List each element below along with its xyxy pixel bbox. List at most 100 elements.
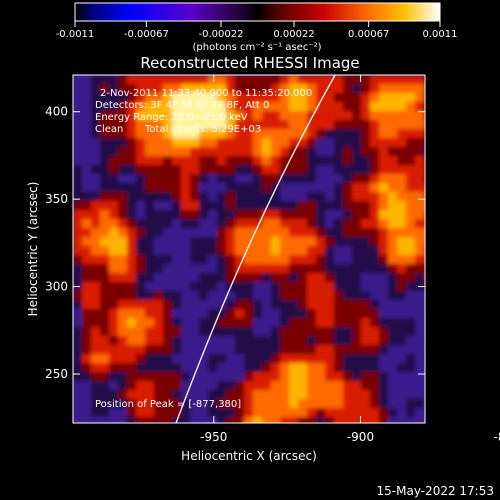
emission-pixel [334, 327, 344, 337]
emission-pixel [145, 291, 155, 301]
emission-pixel [352, 327, 362, 337]
emission-pixel [217, 336, 227, 346]
emission-pixel [163, 345, 173, 355]
emission-pixel [73, 318, 83, 328]
emission-pixel [154, 336, 164, 346]
colorbar: -0.0011 -0.00067 -0.00022 0.00022 0.00067 0.0… [56, 2, 458, 53]
emission-pixel [100, 327, 110, 337]
emission-pixel [91, 327, 101, 337]
emission-pixel [298, 390, 308, 400]
emission-pixel [316, 372, 326, 382]
emission-pixel [154, 300, 164, 310]
emission-pixel [370, 390, 380, 400]
emission-pixel [163, 408, 173, 418]
emission-pixel [100, 201, 110, 211]
emission-pixel [271, 345, 281, 355]
emission-pixel [316, 165, 326, 175]
emission-pixel [199, 282, 209, 292]
emission-pixel [370, 264, 380, 274]
emission-pixel [235, 147, 245, 157]
emission-pixel [100, 237, 110, 247]
emission-pixel [280, 210, 290, 220]
emission-pixel [352, 255, 362, 265]
emission-pixel [397, 408, 407, 418]
emission-pixel [118, 174, 128, 184]
emission-pixel [91, 84, 101, 94]
emission-pixel [334, 192, 344, 202]
emission-pixel [235, 264, 245, 274]
emission-pixel [82, 282, 92, 292]
emission-pixel [298, 417, 308, 423]
emission-pixel [109, 345, 119, 355]
emission-pixel [289, 246, 299, 256]
emission-pixel [73, 102, 83, 112]
emission-pixel [118, 363, 128, 373]
emission-pixel [289, 282, 299, 292]
emission-pixel [415, 192, 425, 202]
emission-pixel [361, 165, 371, 175]
emission-pixel [172, 192, 182, 202]
emission-pixel [325, 102, 335, 112]
emission-pixel [226, 228, 236, 238]
emission-pixel [235, 381, 245, 391]
emission-pixel [181, 318, 191, 328]
emission-pixel [370, 273, 380, 283]
emission-pixel [163, 309, 173, 319]
emission-pixel [73, 147, 83, 157]
emission-pixel [244, 399, 254, 409]
emission-pixel [244, 201, 254, 211]
emission-pixel [325, 282, 335, 292]
emission-pixel [325, 147, 335, 157]
emission-pixel [289, 111, 299, 121]
emission-pixel [397, 84, 407, 94]
emission-pixel [271, 93, 281, 103]
emission-pixel [388, 210, 398, 220]
emission-pixel [361, 309, 371, 319]
emission-pixel [190, 327, 200, 337]
emission-pixel [226, 201, 236, 211]
emission-pixel [253, 417, 263, 423]
emission-pixel [91, 255, 101, 265]
colorbar-tick-label: 0.0011 [423, 29, 458, 40]
emission-pixel [298, 147, 308, 157]
emission-pixel [262, 138, 272, 148]
emission-pixel [118, 93, 128, 103]
emission-pixel [82, 138, 92, 148]
emission-pixel [352, 84, 362, 94]
emission-pixel [406, 345, 416, 355]
emission-pixel [280, 129, 290, 139]
emission-pixel [352, 291, 362, 301]
emission-pixel [343, 291, 353, 301]
emission-pixel [262, 210, 272, 220]
emission-pixel [316, 156, 326, 166]
emission-pixel [316, 354, 326, 364]
emission-pixel [172, 408, 182, 418]
time-range-text: 2-Nov-2011 11:33:40.000 to 11:35:20.000 [100, 88, 312, 99]
emission-pixel [127, 174, 137, 184]
emission-pixel [415, 228, 425, 238]
emission-pixel [334, 381, 344, 391]
emission-pixel [415, 372, 425, 382]
emission-pixel [100, 219, 110, 229]
emission-pixel [82, 219, 92, 229]
emission-pixel [253, 129, 263, 139]
emission-pixel [253, 345, 263, 355]
emission-pixel [127, 201, 137, 211]
emission-pixel [397, 228, 407, 238]
emission-pixel [244, 174, 254, 184]
emission-pixel [361, 390, 371, 400]
emission-pixel [316, 201, 326, 211]
emission-pixel [388, 183, 398, 193]
emission-pixel [406, 210, 416, 220]
peak-position-text: Position of Peak = [-877,380] [95, 399, 241, 410]
emission-pixel [235, 336, 245, 346]
colorbar-tick-label: -0.00022 [199, 29, 244, 40]
emission-pixel [199, 300, 209, 310]
emission-pixel [73, 192, 83, 202]
emission-pixel [100, 174, 110, 184]
emission-pixel [298, 363, 308, 373]
emission-pixel [208, 390, 218, 400]
emission-pixel [109, 138, 119, 148]
emission-pixel [109, 120, 119, 130]
emission-pixel [127, 84, 137, 94]
